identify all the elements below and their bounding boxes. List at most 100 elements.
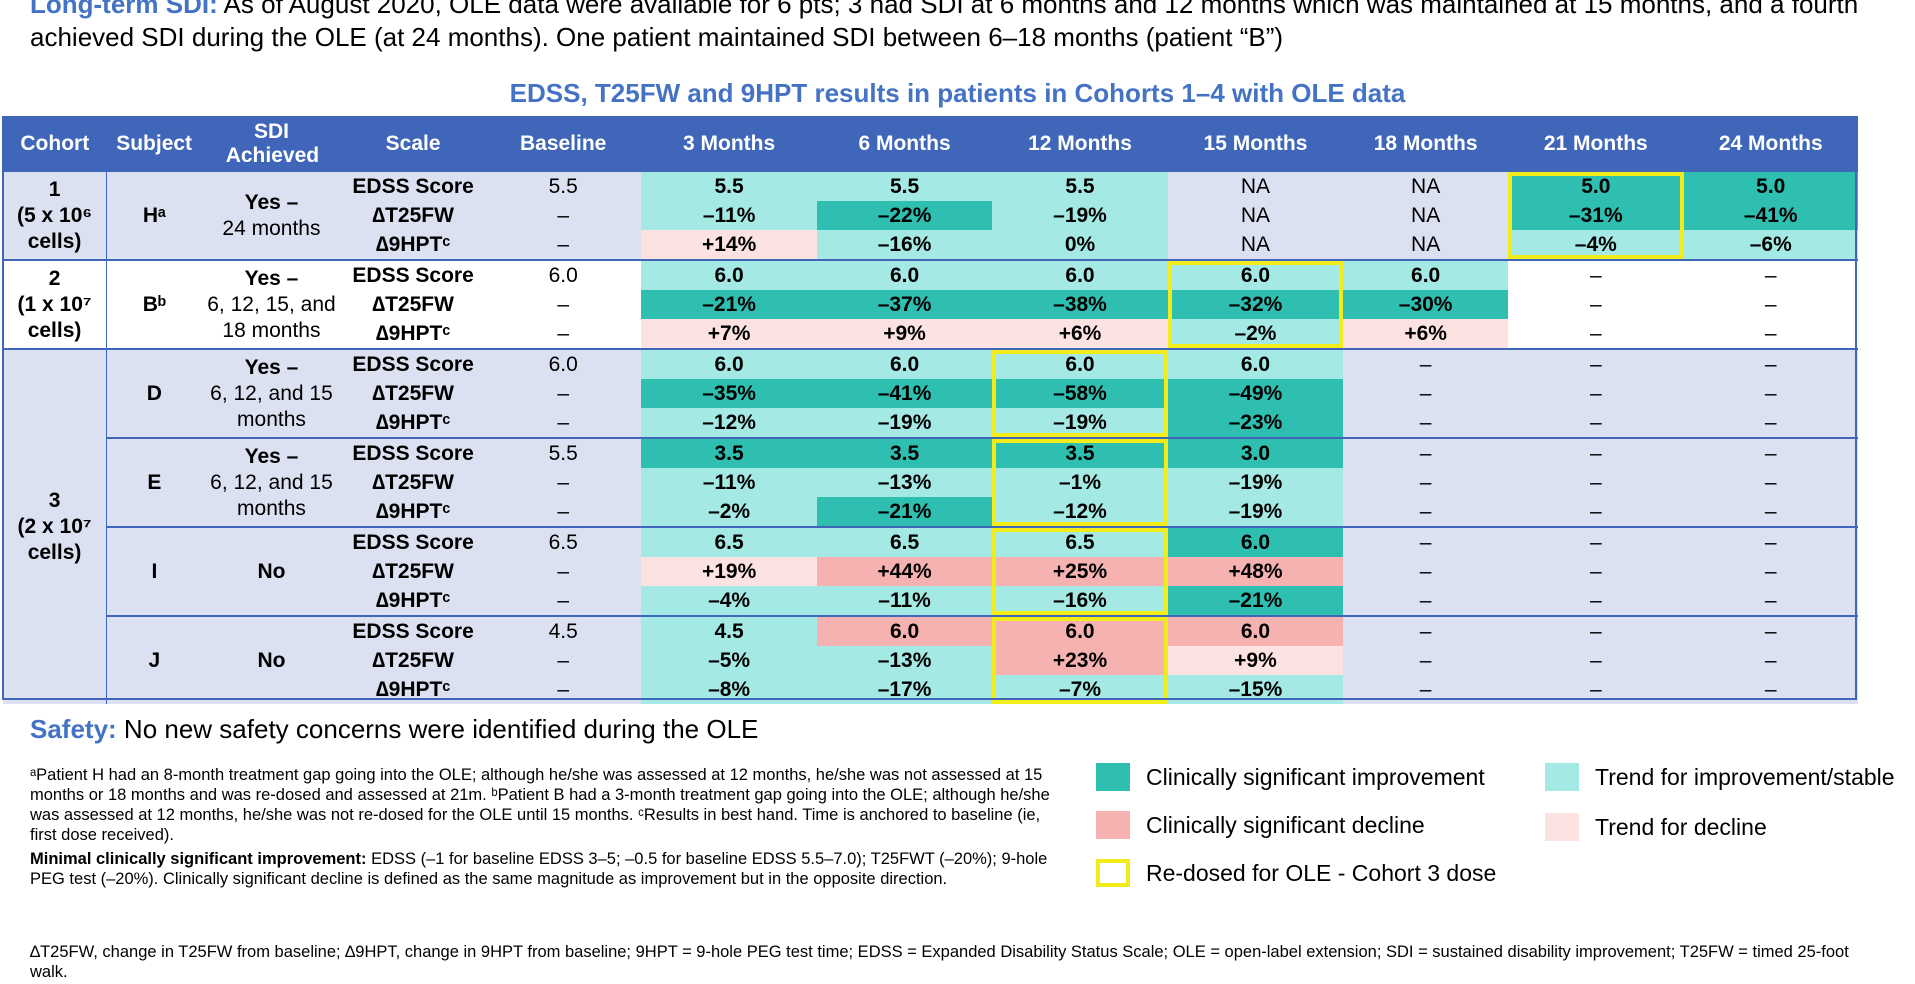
value-cell-6-months: –16% <box>816 230 993 260</box>
value-cell-18-months: 6.0 <box>1343 259 1509 290</box>
value-cell-21-months: – <box>1508 526 1684 557</box>
value-cell-18-months: – <box>1343 557 1509 586</box>
value-cell-3-months: –11% <box>641 201 817 230</box>
scale-cell: EDSS Score <box>341 172 485 201</box>
sdi-line: 6, 12, and 15 <box>210 470 333 494</box>
value-cell-15-months: +9% <box>1167 646 1344 675</box>
scale-cell: EDSS Score <box>341 526 485 557</box>
value-cell-18-months: – <box>1343 408 1509 438</box>
text-line: cells) <box>27 541 82 564</box>
value-cell-6-months: –13% <box>816 646 993 675</box>
legend-swatch-redosed <box>1096 859 1130 887</box>
value-cell-12-months: 6.0 <box>992 615 1168 646</box>
legend-trend: Trend for improvement/stable <box>1545 763 1895 791</box>
sdi-line: months <box>237 496 306 520</box>
baseline-cell: – <box>557 322 569 345</box>
value-cell-24-months: – <box>1683 615 1858 646</box>
scale-cell: ∆9HPTᶜ <box>341 408 485 438</box>
text-line: (5 x 10⁶ <box>17 203 93 227</box>
table-row: ∆9HPTᶜ – –2% –21% –12% –19% – – – <box>3 497 1858 527</box>
table-row: ∆9HPTᶜ – –12% –19% –19% –23% – – – <box>3 408 1858 438</box>
subject-cell: Bᵇ <box>106 259 202 349</box>
value-cell-18-months: – <box>1343 615 1509 646</box>
value-cell-24-months: –41% <box>1683 201 1858 230</box>
baseline-cell: 6.0 <box>484 348 642 379</box>
cohort-cell: 1 (5 x 10⁶ cells) <box>3 172 108 260</box>
baseline-cell: 5.5 <box>484 172 642 201</box>
value-cell-24-months: – <box>1683 497 1858 527</box>
value-cell-3-months: –11% <box>641 468 817 497</box>
value-cell-12-months: +23% <box>992 646 1168 675</box>
text-line: 2 <box>48 266 61 290</box>
value-cell-12-months: 6.0 <box>992 259 1168 290</box>
value-cell-21-months: – <box>1589 293 1602 316</box>
value-cell-12-months: +6% <box>992 319 1168 349</box>
value-cell-3-months: 3.5 <box>641 437 817 468</box>
table-row: ∆T25FW – –35% –41% –58% –49% – – – <box>3 379 1858 408</box>
value-cell-18-months: – <box>1343 586 1509 616</box>
text-line: cells) <box>27 229 82 253</box>
value-cell-3-months: 6.0 <box>641 348 817 379</box>
sdi-cell: No <box>201 526 342 616</box>
legend-label-redosed: Re-dosed for OLE - Cohort 3 dose <box>1146 859 1497 886</box>
value-cell-24-months: – <box>1764 322 1777 345</box>
scale-cell: ∆9HPTᶜ <box>341 497 485 527</box>
value-cell-15-months: 6.0 <box>1167 348 1344 379</box>
scale-cell: ∆9HPTᶜ <box>341 230 485 260</box>
value-cell-6-months: +9% <box>816 319 993 349</box>
baseline-cell: – <box>484 497 642 527</box>
subject-cell: J <box>106 615 202 704</box>
value-cell-21-months: –31% <box>1508 201 1684 230</box>
text-line: cells) <box>27 318 82 342</box>
table-row: I No EDSS Score 6.5 6.5 6.5 6.5 6.0– – – <box>3 526 1858 616</box>
value-cell-3-months: –21% <box>641 290 817 319</box>
sdi-line: No <box>257 648 286 672</box>
value-cell-6-months: –19% <box>816 408 993 438</box>
footnote-mcsi: Minimal clinically significant improveme… <box>30 849 1050 889</box>
sdi-cell: Yes –6, 12, 15, and 18 months <box>201 259 342 349</box>
value-cell-6-months: 6.5 <box>816 526 993 557</box>
sdi-cell: No <box>201 615 342 704</box>
value-cell-6-months: 6.0 <box>816 615 993 646</box>
baseline-cell: 4.5 <box>484 615 642 646</box>
col-header-6-months: 6 Months <box>816 116 993 172</box>
value-cell-3-months: –5% <box>641 646 817 675</box>
scale-cell: ∆T25FW <box>372 293 454 316</box>
table-row: ∆9HPTᶜ – –4% –11% –16% –21% – – – <box>3 586 1858 616</box>
value-cell-15-months: 3.0 <box>1167 437 1344 468</box>
value-cell-21-months: – <box>1508 468 1684 497</box>
subject-cell: Hᵃ <box>106 172 202 260</box>
baseline-cell: – <box>484 646 642 675</box>
sdi-cell: Yes –6, 12, and 15 months <box>201 348 342 438</box>
subject-cell: D <box>106 348 202 438</box>
table-row: ∆T25FW – –11% –22% –19% NA NA –31% –41% <box>3 201 1858 230</box>
value-cell-24-months: – <box>1683 675 1858 704</box>
value-cell-12-months: –1% <box>992 468 1168 497</box>
baseline-cell: 6.5 <box>484 526 642 557</box>
table-row: 2 (1 x 10⁷ cells) Bᵇ Yes –6, 12, 15, and 18 m… <box>3 259 1858 349</box>
value-cell-15-months: –32% <box>1167 290 1344 319</box>
col-header-sdi: SDI Achieved <box>201 116 342 172</box>
baseline-cell: – <box>484 230 642 260</box>
table-row: ∆T25FW – –5% –13% +23% +9% – – – <box>3 646 1858 675</box>
scale-cell: EDSS Score <box>341 437 485 468</box>
value-cell-12-months: –16% <box>992 586 1168 616</box>
table-row: 3 (2 x 10⁷ cells) D Yes –6, 12, and 15 months… <box>3 348 1858 704</box>
value-cell-21-months: – <box>1508 408 1684 438</box>
value-cell-3-months: –35% <box>641 379 817 408</box>
text-line: 3 <box>48 489 61 512</box>
value-cell-21-months: –4% <box>1508 230 1684 260</box>
value-cell-24-months: – <box>1683 468 1858 497</box>
value-cell-15-months: 6.0 <box>1167 615 1344 646</box>
scale-cell: EDSS Score <box>341 259 485 290</box>
safety-lead: Safety: <box>30 714 117 744</box>
value-cell-24-months: – <box>1683 646 1858 675</box>
scale-cell: EDSS Score <box>341 348 485 379</box>
scale-cell: ∆T25FW <box>341 468 485 497</box>
text-line: (1 x 10⁷ <box>17 292 92 316</box>
value-cell-6-months: 6.0 <box>816 259 993 290</box>
value-cell-6-months: –22% <box>816 201 993 230</box>
table-row: J No EDSS Score 4.5 4.5 6.0 6.0 6.0– – – <box>3 615 1858 704</box>
legend-redosed: Re-dosed for OLE - Cohort 3 dose <box>1096 859 1496 887</box>
baseline-cell: – <box>484 468 642 497</box>
